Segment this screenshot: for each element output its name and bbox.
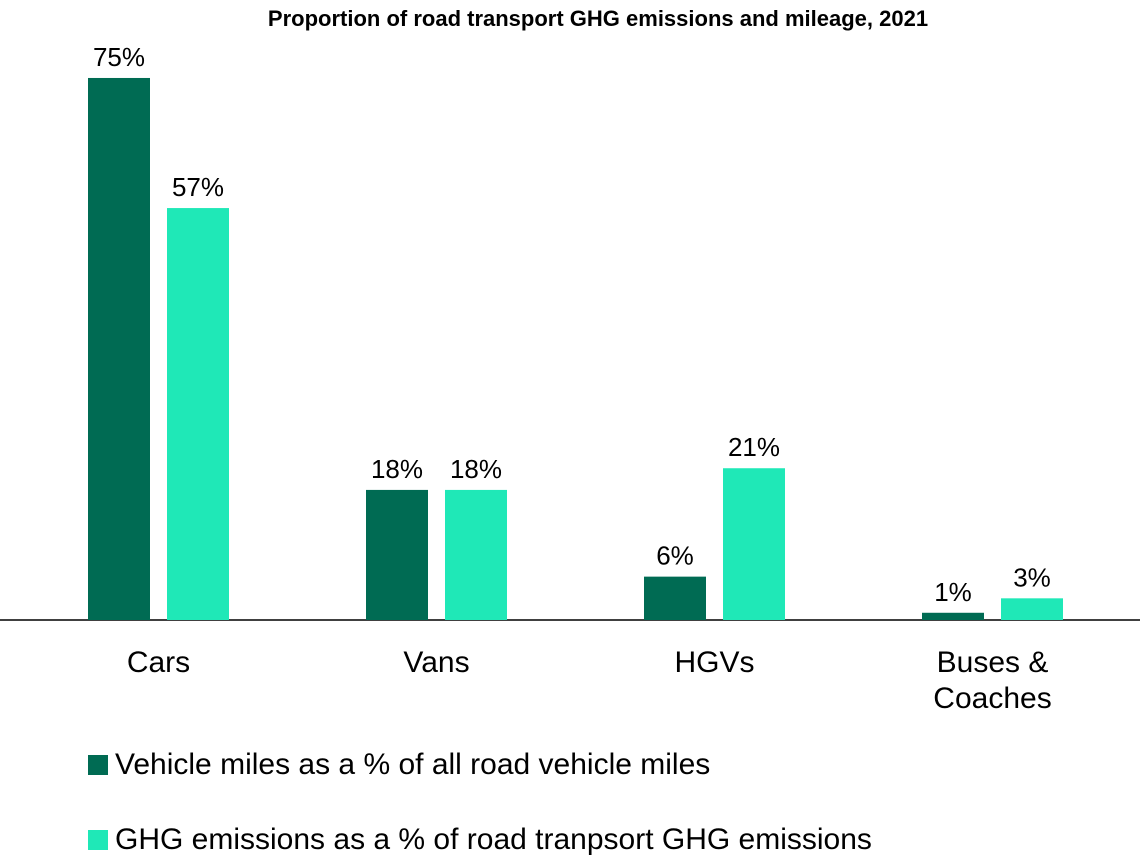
value-label: 6% [656,541,694,571]
value-label: 1% [934,577,972,607]
value-label: 75% [93,42,145,72]
legend-label: Vehicle miles as a % of all road vehicle… [115,748,711,781]
legend-item: GHG emissions as a % of road tranpsort G… [88,822,872,858]
legend-swatch [88,755,108,775]
x-tick-label: Buses & Coaches [933,646,1052,715]
bar [167,208,229,620]
x-tick-label: Vans [403,646,470,679]
bar [723,468,785,620]
legend-item: Vehicle miles as a % of all road vehicle… [88,747,710,783]
legend-swatch [88,830,108,850]
bar [366,489,428,620]
bar [644,576,706,620]
bar [922,612,984,620]
value-label: 3% [1013,562,1051,592]
bar [88,77,150,621]
value-label: 21% [728,432,780,462]
x-tick-label: HGVs [674,646,755,679]
legend-label: GHG emissions as a % of road tranpsort G… [115,823,872,856]
chart-title: Proportion of road transport GHG emissio… [267,6,929,31]
value-label: 57% [172,172,224,202]
bar [1001,598,1063,620]
x-tick-label: Cars [126,646,191,679]
value-label: 18% [371,454,423,484]
bar [445,489,507,620]
value-label: 18% [450,454,502,484]
